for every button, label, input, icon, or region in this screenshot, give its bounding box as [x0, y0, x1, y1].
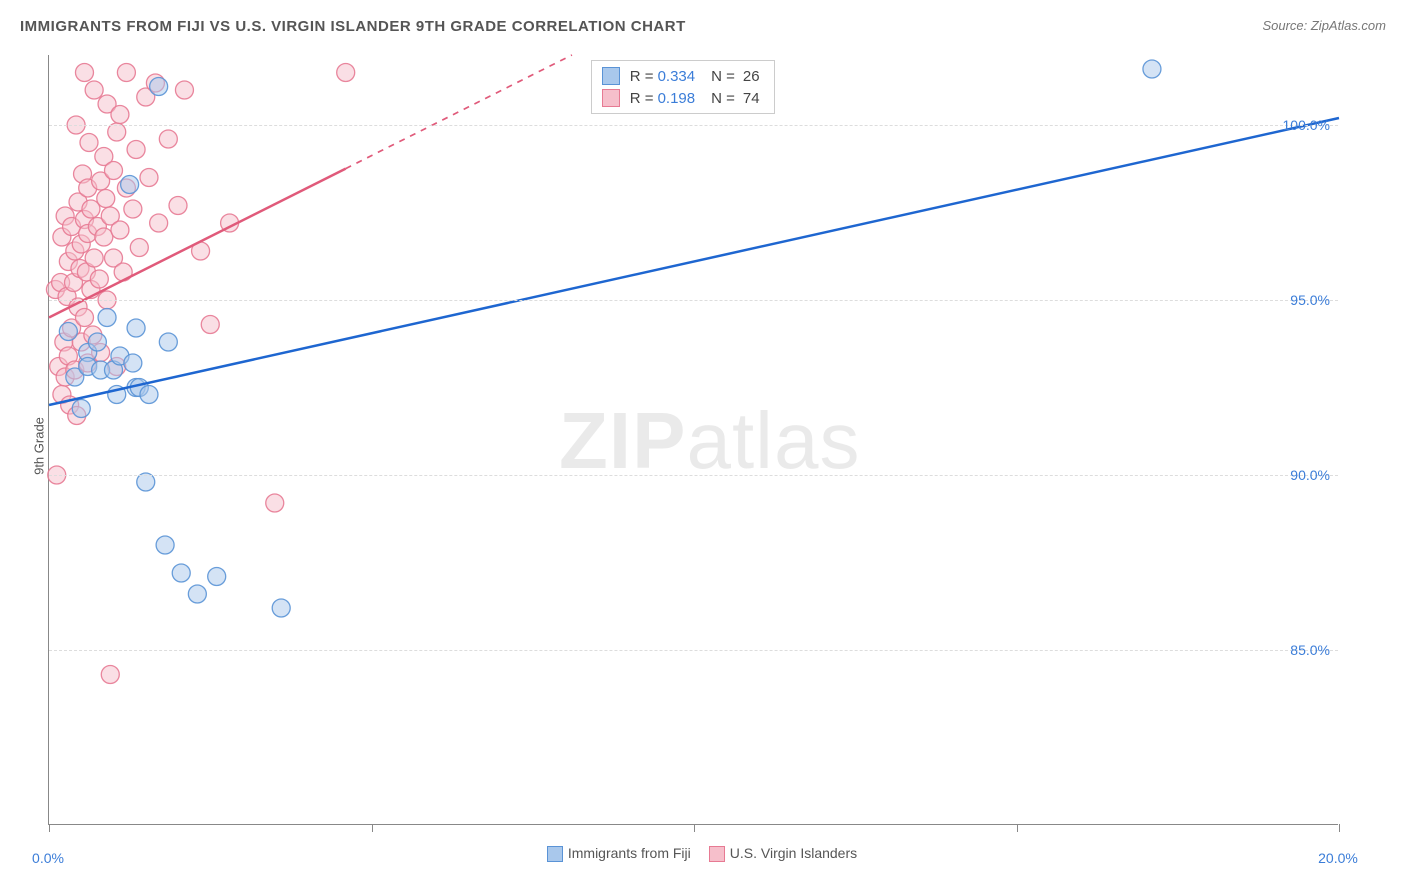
scatter-point [272, 599, 290, 617]
stat-n-value: 74 [743, 90, 760, 107]
scatter-point [85, 81, 103, 99]
stat-r-value: 0.198 [658, 90, 696, 107]
scatter-point [75, 64, 93, 82]
stat-n-label: N = [711, 68, 735, 85]
scatter-point [169, 197, 187, 215]
scatter-point [175, 81, 193, 99]
legend-label: Immigrants from Fiji [568, 845, 691, 861]
legend-swatch [547, 846, 563, 862]
gridline-h [49, 125, 1338, 126]
scatter-point [130, 239, 148, 257]
scatter-point [1143, 60, 1161, 78]
legend-swatch [709, 846, 725, 862]
scatter-point [156, 536, 174, 554]
scatter-point [105, 162, 123, 180]
scatter-point [72, 400, 90, 418]
y-tick-label: 85.0% [1290, 642, 1330, 658]
stat-n-value: 26 [743, 68, 760, 85]
legend-label: U.S. Virgin Islanders [730, 845, 857, 861]
scatter-point [266, 494, 284, 512]
scatter-point [140, 169, 158, 187]
stat-r-label: R = [630, 68, 654, 85]
scatter-point [150, 214, 168, 232]
trend-line-dashed [346, 55, 572, 169]
scatter-point [88, 333, 106, 351]
chart-title: IMMIGRANTS FROM FIJI VS U.S. VIRGIN ISLA… [20, 18, 686, 35]
scatter-point [124, 200, 142, 218]
y-tick-label: 90.0% [1290, 467, 1330, 483]
scatter-point [75, 309, 93, 327]
stats-box: R =0.334 N = 26 R =0.198 N = 74 [591, 60, 775, 114]
scatter-point [111, 106, 129, 124]
scatter-point [80, 134, 98, 152]
scatter-point [201, 316, 219, 334]
y-tick-label: 95.0% [1290, 292, 1330, 308]
scatter-point [97, 190, 115, 208]
legend-swatch [602, 89, 620, 107]
x-tick [372, 824, 373, 832]
scatter-point [95, 228, 113, 246]
source-attribution: Source: ZipAtlas.com [1262, 18, 1386, 33]
scatter-point [337, 64, 355, 82]
scatter-point [124, 354, 142, 372]
legend-swatch [602, 67, 620, 85]
scatter-point [159, 333, 177, 351]
y-axis-label: 9th Grade [31, 417, 46, 475]
trend-line [49, 118, 1339, 405]
gridline-h [49, 475, 1338, 476]
scatter-point [127, 319, 145, 337]
y-tick-label: 100.0% [1283, 117, 1330, 133]
x-axis-row: Immigrants from Fiji U.S. Virgin Islander… [48, 842, 1338, 872]
scatter-point [59, 323, 77, 341]
scatter-point [208, 568, 226, 586]
x-tick [694, 824, 695, 832]
scatter-point [98, 309, 116, 327]
x-tick [49, 824, 50, 832]
scatter-point [117, 64, 135, 82]
gridline-h [49, 650, 1338, 651]
scatter-point [101, 666, 119, 684]
x-tick [1017, 824, 1018, 832]
x-tick [1339, 824, 1340, 832]
plot-area: ZIPatlas 85.0%90.0%95.0%100.0%R =0.334N … [48, 55, 1338, 825]
stats-row: R =0.198 N = 74 [602, 87, 764, 109]
stat-n-label: N = [711, 90, 735, 107]
x-tick-label: 20.0% [1318, 850, 1358, 866]
scatter-point [150, 78, 168, 96]
scatter-point [90, 270, 108, 288]
stats-row: R =0.334 N = 26 [602, 65, 764, 87]
x-tick-label: 0.0% [32, 850, 64, 866]
stat-r-label: R = [630, 90, 654, 107]
chart-svg [49, 55, 1339, 825]
scatter-point [140, 386, 158, 404]
bottom-legend: Immigrants from Fiji U.S. Virgin Islander… [48, 845, 1338, 862]
scatter-point [111, 221, 129, 239]
scatter-point [172, 564, 190, 582]
scatter-point [127, 141, 145, 159]
scatter-point [159, 130, 177, 148]
stat-r-value: 0.334 [658, 68, 696, 85]
scatter-point [121, 176, 139, 194]
scatter-point [85, 249, 103, 267]
scatter-point [188, 585, 206, 603]
gridline-h [49, 300, 1338, 301]
